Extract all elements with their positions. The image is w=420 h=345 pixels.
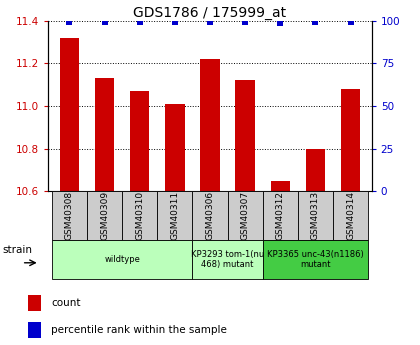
Bar [52, 191, 87, 240]
Point [66, 20, 73, 25]
Text: GSM40312: GSM40312 [276, 191, 285, 240]
Bar [29, 295, 42, 311]
Bar [165, 104, 184, 191]
Bar [130, 91, 150, 191]
Bar [306, 149, 325, 191]
Text: GSM40311: GSM40311 [171, 191, 179, 240]
Point [277, 20, 284, 26]
Point [101, 20, 108, 25]
Point [347, 20, 354, 25]
Bar [236, 80, 255, 191]
Bar [192, 240, 263, 279]
Text: GSM40314: GSM40314 [346, 191, 355, 240]
Text: strain: strain [3, 245, 32, 255]
Bar [87, 191, 122, 240]
Text: KP3365 unc-43(n1186)
mutant: KP3365 unc-43(n1186) mutant [267, 250, 364, 269]
Text: GSM40307: GSM40307 [241, 191, 249, 240]
Text: wildtype: wildtype [104, 255, 140, 264]
Bar [333, 191, 368, 240]
Bar [60, 38, 79, 191]
Text: GSM40310: GSM40310 [135, 191, 144, 240]
Bar [95, 78, 114, 191]
Title: GDS1786 / 175999_at: GDS1786 / 175999_at [134, 6, 286, 20]
Text: GSM40308: GSM40308 [65, 191, 74, 240]
Point [171, 20, 178, 25]
Bar [157, 191, 192, 240]
Bar [263, 240, 368, 279]
Bar [122, 191, 157, 240]
Point [312, 20, 319, 25]
Bar [341, 89, 360, 191]
Text: GSM40306: GSM40306 [205, 191, 215, 240]
Point [242, 20, 249, 25]
Text: GSM40309: GSM40309 [100, 191, 109, 240]
Bar [298, 191, 333, 240]
Bar [52, 240, 192, 279]
Point [136, 20, 143, 25]
Bar [200, 59, 220, 191]
Bar [192, 191, 228, 240]
Point [207, 20, 213, 25]
Text: KP3293 tom-1(nu
468) mutant: KP3293 tom-1(nu 468) mutant [191, 250, 264, 269]
Text: GSM40313: GSM40313 [311, 191, 320, 240]
Bar [228, 191, 263, 240]
Bar [29, 322, 42, 338]
Bar [270, 181, 290, 191]
Text: count: count [51, 298, 81, 308]
Text: percentile rank within the sample: percentile rank within the sample [51, 325, 227, 335]
Bar [263, 191, 298, 240]
